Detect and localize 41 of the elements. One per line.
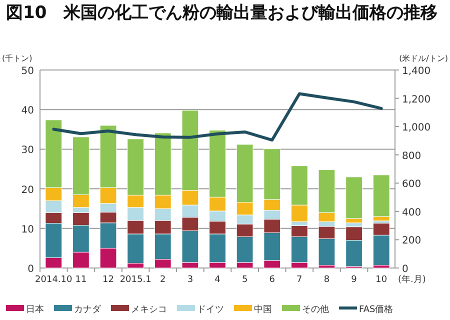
y2-tick-label: 1,000 (402, 122, 431, 134)
legend-label: その他 (302, 304, 329, 315)
x-tick-label: 2 (160, 275, 166, 285)
y-axis-title: (千トン) (2, 54, 32, 63)
x-tick-label: 4 (214, 275, 221, 285)
legend-label: ドイツ (197, 305, 224, 315)
x-axis-title: (年.月) (398, 274, 426, 285)
y2-tick-label: 800 (402, 150, 422, 162)
y2-axis-title: (米ドル/トン) (399, 54, 448, 63)
x-tick-label: 6 (269, 275, 276, 285)
y-tick-label: 0 (28, 264, 34, 275)
y2-tick-label: 1,400 (402, 66, 431, 77)
legend-label: カナダ (74, 304, 102, 315)
legend-label: メキシコ (131, 305, 167, 315)
legend-label: FAS価格 (359, 304, 394, 315)
x-tick-label: 5 (242, 275, 248, 285)
y2-tick-label: 200 (402, 236, 422, 247)
chart-title: 図10 米国の化工でん粉の輸出量および輸出価格の推移 (6, 2, 439, 24)
x-tick-label: 8 (324, 275, 330, 285)
bar (346, 176, 362, 219)
y2-tick-label: 1,200 (402, 94, 431, 106)
y2-tick-label: 400 (402, 207, 422, 218)
x-tick-label: 2015.1 (120, 275, 152, 285)
y-tick-label: 40 (21, 106, 34, 117)
y-tick-label: 50 (21, 66, 34, 77)
bar (372, 174, 390, 217)
y-tick-label: 30 (21, 145, 34, 156)
y-tick-label: 10 (21, 224, 34, 236)
y2-tick-label: 600 (402, 179, 422, 190)
line-series (52, 92, 383, 142)
x-tick-label: 3 (187, 275, 194, 285)
x-tick-label: 12 (102, 275, 114, 285)
x-tick-label: 2014.10 (35, 275, 73, 285)
x-tick-label: 10 (376, 275, 388, 285)
y2-tick-label: 0 (402, 264, 408, 275)
legend-label: 日本 (26, 304, 44, 315)
x-tick-label: 11 (75, 275, 87, 285)
legend-label: 中国 (254, 304, 272, 315)
x-tick-label: 7 (296, 275, 302, 285)
y-tick-label: 20 (21, 184, 34, 196)
x-tick-label: 9 (351, 275, 358, 285)
